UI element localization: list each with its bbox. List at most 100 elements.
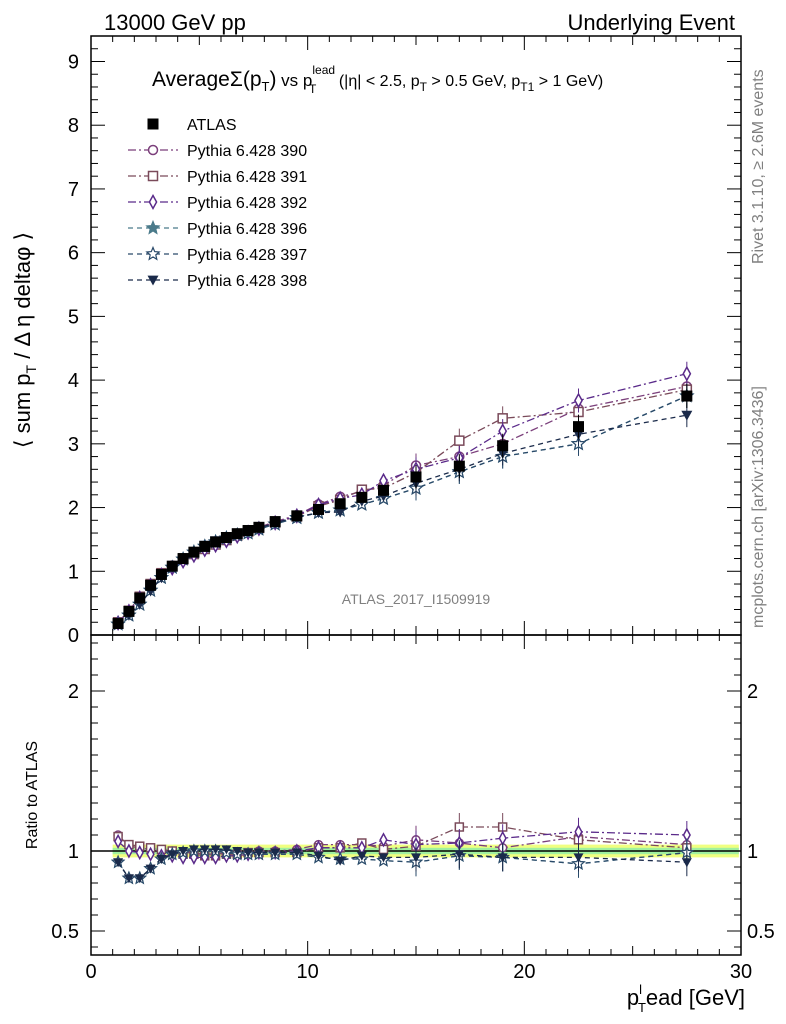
ratio-point [379, 832, 388, 848]
x-tick-label: 0 [85, 961, 96, 983]
title-cut-sub2: T1 [520, 80, 534, 94]
ratio-point [497, 853, 508, 863]
ratio-point [411, 853, 421, 863]
main-ylabel-a: ⟨ sum p [10, 373, 35, 448]
ratio-point [253, 848, 264, 858]
title-sigma-sub: T [262, 79, 270, 94]
ratio-point [156, 855, 167, 864]
chart-title: AverageΣ(pT) vs plead T (|η| < 2.5, pT > … [152, 63, 603, 96]
main-ylabel-sub: T [23, 364, 39, 373]
ratio-point [313, 851, 324, 861]
legend-label: Pythia 6.428 398 [187, 273, 307, 290]
ratio-point [454, 850, 465, 860]
data-point [682, 365, 692, 382]
data-point [199, 540, 211, 552]
data-point [313, 503, 324, 515]
title-cuts: (|η| < 2.5, p [334, 73, 419, 90]
legend-item-pythia-6-428-396: Pythia 6.428 396 [128, 219, 307, 238]
xlabel-sup: l [639, 982, 642, 997]
ratio-point [573, 853, 584, 863]
ratio-series-pythia-6-428-398 [113, 840, 692, 884]
data-point [378, 484, 389, 496]
data-point [681, 410, 693, 421]
series-line [117, 373, 687, 624]
title-average: Average [152, 68, 230, 91]
series-pythia-6-428-391 [112, 377, 693, 628]
x-tick-label: 10 [297, 961, 319, 983]
legend-label: Pythia 6.428 390 [187, 143, 307, 160]
title-lead-sub: T [309, 82, 317, 96]
data-point [166, 560, 178, 572]
ratio-y-tick-label: 1 [68, 841, 79, 863]
data-point [242, 524, 254, 536]
ratio-point [291, 848, 302, 858]
series-atlas [112, 384, 693, 630]
title-cut-mid: > 0.5 GeV, p [427, 73, 520, 90]
ratio-y-tick-label: 0.5 [51, 921, 79, 943]
series-line [117, 389, 687, 623]
data-point [681, 390, 693, 402]
ratio-point [574, 824, 583, 840]
ratio-point [123, 874, 134, 884]
data-point [188, 546, 200, 558]
legend-label: Pythia 6.428 392 [187, 195, 307, 212]
legend-label: Pythia 6.428 396 [187, 221, 307, 238]
ratio-point [113, 858, 124, 868]
x-tick-label: 30 [730, 961, 752, 983]
ratio-ylabel: Ratio to ATLAS [24, 741, 41, 849]
ratio-point [188, 845, 199, 855]
title-cut-end: > 1 GeV) [534, 73, 603, 90]
main-y-tick-label: 2 [68, 498, 79, 520]
title-sigma: Σ(p [230, 68, 262, 91]
data-point [573, 421, 584, 433]
ratio-point [356, 851, 367, 861]
title-lead-sup: lead [312, 63, 335, 77]
main-y-tick-label: 5 [68, 306, 79, 328]
data-point [356, 491, 368, 503]
main-y-tick-label: 8 [68, 115, 79, 137]
xlabel-rest: ead [GeV] [646, 985, 745, 1010]
ratio-point [243, 848, 254, 858]
data-point [453, 460, 465, 472]
data-point [291, 510, 303, 522]
ratio-point [178, 847, 189, 856]
main-plot-frame: 0 1 2 3 4 5 6 7 8 9 [68, 35, 742, 647]
ratio-point [378, 853, 389, 863]
legend-item-pythia-6-428-392: Pythia 6.428 392 [128, 193, 307, 212]
ratio-point [199, 845, 210, 855]
ratio-point [335, 856, 346, 866]
title-sigma-close: ) [269, 68, 276, 91]
data-point [454, 435, 465, 446]
x-tick-label: 20 [513, 961, 535, 983]
legend-marker [147, 275, 159, 286]
main-series-group [110, 361, 695, 631]
ratio-point [113, 833, 123, 849]
legend-marker [147, 118, 159, 130]
legend-label: Pythia 6.428 397 [187, 247, 307, 264]
data-point [177, 553, 189, 565]
ratio-point [124, 843, 134, 859]
ratio-point [134, 874, 145, 884]
data-point [253, 521, 265, 533]
legend-marker [145, 245, 161, 261]
legend-marker [147, 144, 159, 156]
ratio-frame-box [90, 634, 742, 956]
data-point [112, 618, 124, 630]
main-ylabel-b: / Δ η deltaφ ⟩ [10, 232, 35, 365]
data-point [231, 528, 243, 540]
rivet-label: Rivet 3.1.10, ≥ 2.6M events [750, 69, 767, 264]
data-point [210, 536, 222, 548]
xlabel-p: p [627, 985, 639, 1010]
data-point [269, 516, 281, 528]
main-y-tick-label: 6 [68, 243, 79, 265]
main-y-tick-label: 4 [68, 370, 79, 392]
series-line [117, 385, 687, 623]
legend-item-pythia-6-428-398: Pythia 6.428 398 [128, 273, 307, 290]
ratio-point [221, 845, 232, 855]
legend-marker [148, 193, 158, 211]
ratio-point [498, 830, 507, 846]
ratio-y-tick-label-right: 0.5 [747, 921, 775, 943]
series-pythia-6-428-392 [113, 361, 692, 631]
legend-marker [145, 219, 161, 235]
header-right: Underlying Event [567, 10, 735, 35]
